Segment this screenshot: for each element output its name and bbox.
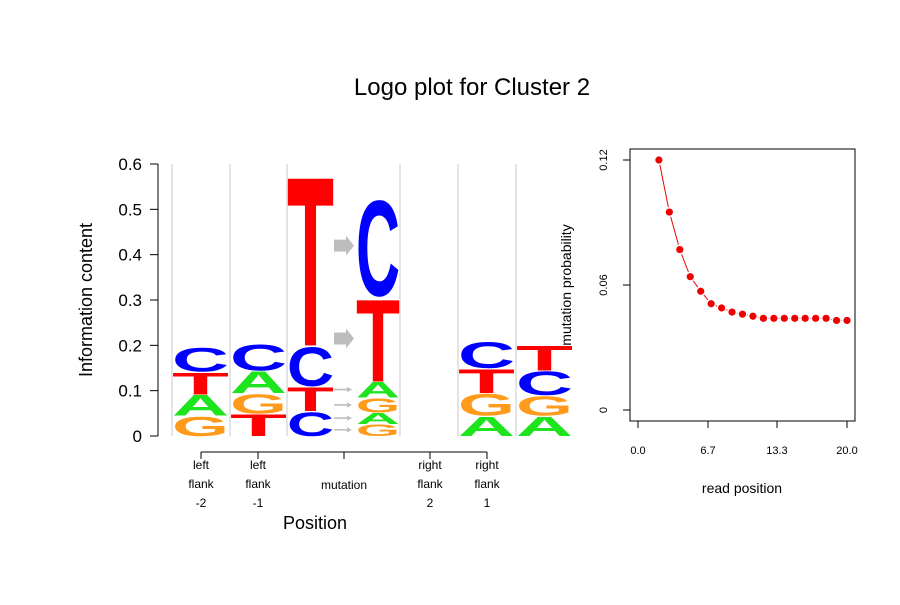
mutation-arrow bbox=[334, 402, 352, 407]
logo-letter-glyph: C bbox=[458, 335, 515, 377]
mutation-arrow bbox=[334, 427, 352, 432]
series-line-segment bbox=[671, 217, 679, 245]
mutation-arrow bbox=[334, 236, 354, 256]
y-tick-label: 0.1 bbox=[118, 382, 142, 401]
series-line-segment bbox=[682, 254, 689, 272]
y-tick-label: 0.12 bbox=[598, 149, 610, 170]
series-line-segment bbox=[704, 295, 708, 300]
logo-letter-glyph: T bbox=[287, 127, 334, 398]
data-point bbox=[666, 208, 673, 215]
data-point bbox=[833, 317, 840, 324]
y-tick-label: 0.3 bbox=[118, 291, 142, 310]
x-tick-label: 20.0 bbox=[836, 445, 857, 457]
series-line-segment bbox=[693, 281, 698, 287]
position-label: flank bbox=[417, 477, 443, 491]
data-point bbox=[739, 311, 746, 318]
data-point bbox=[708, 300, 715, 307]
position-label: 2 bbox=[427, 496, 434, 510]
data-point bbox=[749, 313, 756, 320]
logo-letter-glyph: C bbox=[356, 173, 400, 325]
plot-frame bbox=[630, 149, 855, 421]
data-point bbox=[687, 273, 694, 280]
chart-title: Logo plot for Cluster 2 bbox=[354, 74, 590, 101]
mutation-probability-plot: 0.0 6.7 13.3 20.0 0 0.06 0.12 read position muta… bbox=[558, 149, 858, 496]
data-point bbox=[770, 315, 777, 322]
position-label: mutation bbox=[321, 478, 367, 492]
x-axis-label: Position bbox=[283, 513, 347, 533]
position-label: flank bbox=[245, 477, 271, 491]
data-point bbox=[812, 315, 819, 322]
logo-letter-T: T bbox=[287, 127, 334, 398]
position-label: -2 bbox=[196, 496, 207, 510]
data-point bbox=[843, 317, 850, 324]
data-point bbox=[802, 315, 809, 322]
x-tick-label: 13.3 bbox=[766, 445, 787, 457]
position-label: 1 bbox=[484, 496, 491, 510]
mutation-arrow bbox=[334, 387, 352, 392]
y-tick-label: 0.5 bbox=[118, 200, 142, 219]
position-label: -1 bbox=[253, 496, 264, 510]
logo-letter-C: C bbox=[356, 173, 400, 325]
data-point bbox=[697, 288, 704, 295]
x-tick-label: 0.0 bbox=[630, 445, 645, 457]
y-tick-label: 0.6 bbox=[118, 155, 142, 174]
position-label: right bbox=[475, 458, 499, 472]
mutation-arrow bbox=[334, 416, 352, 421]
x-tick-label: 6.7 bbox=[700, 445, 715, 457]
logo-plot: 0 0.1 0.2 0.3 0.4 0.5 0.6 Information content le… bbox=[76, 127, 573, 533]
position-label: flank bbox=[474, 477, 500, 491]
data-point bbox=[760, 315, 767, 322]
series-line-segment bbox=[660, 165, 668, 207]
y-tick-label: 0.06 bbox=[598, 274, 610, 295]
logo-letter-C: C bbox=[230, 337, 287, 379]
data-point bbox=[781, 315, 788, 322]
data-point bbox=[676, 246, 683, 253]
y-axis-label: mutation probability bbox=[558, 224, 574, 345]
y-tick-label: 0 bbox=[133, 427, 142, 446]
position-label: flank bbox=[188, 477, 214, 491]
logo-letter-glyph: C bbox=[172, 341, 229, 379]
y-tick-label: 0 bbox=[598, 407, 610, 413]
y-tick-label: 0.2 bbox=[118, 336, 142, 355]
data-point bbox=[718, 304, 725, 311]
data-point bbox=[728, 308, 735, 315]
position-label: left bbox=[250, 458, 267, 472]
position-label: left bbox=[193, 458, 210, 472]
data-point bbox=[655, 156, 662, 163]
data-point bbox=[791, 315, 798, 322]
mutation-arrow bbox=[334, 329, 354, 349]
logo-letter-glyph: C bbox=[230, 337, 287, 379]
y-axis-label: Information content bbox=[76, 223, 96, 377]
x-axis-label: read position bbox=[702, 480, 782, 496]
data-point bbox=[823, 315, 830, 322]
y-tick-label: 0.4 bbox=[118, 246, 142, 265]
logo-letter-C: C bbox=[172, 341, 229, 379]
position-label: right bbox=[418, 458, 442, 472]
logo-letter-C: C bbox=[458, 335, 515, 377]
